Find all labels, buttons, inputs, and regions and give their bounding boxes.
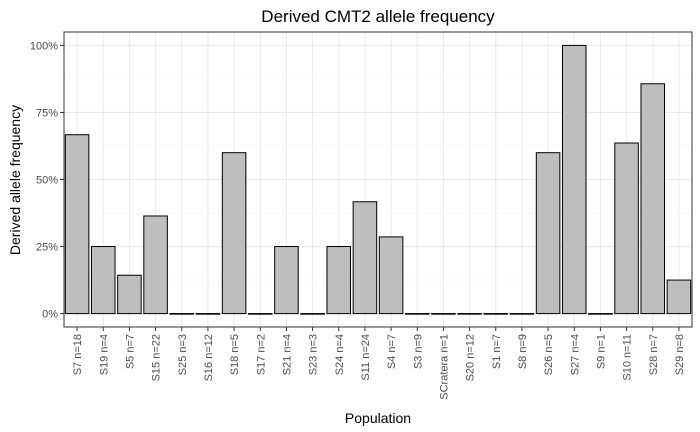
bar: [169, 313, 195, 315]
x-tick-label: S1 n=7: [491, 334, 503, 369]
x-tick-label: S17 n=2: [255, 334, 267, 375]
x-tick-label: S10 n=11: [622, 334, 634, 381]
y-tick-label: 100%: [30, 40, 58, 52]
x-tick-label: S9 n=1: [595, 334, 607, 369]
x-tick-label: S3 n=9: [412, 334, 424, 369]
bar: [274, 246, 299, 315]
y-tick-label: 25%: [36, 242, 58, 254]
bar: [143, 215, 168, 315]
y-tick-label: 75%: [36, 107, 58, 119]
bar: [221, 152, 247, 315]
bar: [90, 246, 116, 315]
panel-border: [63, 31, 693, 328]
y-axis: 0% 25% 50% 75% 100%: [30, 40, 64, 321]
bar: [535, 152, 561, 315]
x-tick-label: S28 n=7: [648, 334, 660, 375]
bar: [561, 44, 587, 315]
bar: [326, 246, 352, 315]
x-tick-label: S29 n=8: [674, 334, 686, 375]
bar: [509, 313, 535, 315]
x-tick-label: S23 n=3: [308, 334, 320, 375]
bar: [117, 274, 142, 315]
x-tick-label: S19 n=4: [98, 334, 110, 375]
bar: [64, 134, 90, 315]
bar: [666, 279, 692, 315]
bar: [195, 313, 221, 315]
x-tick-label: S8 n=9: [517, 334, 529, 369]
x-tick-label: S15 n=22: [151, 334, 163, 381]
x-tick-label: S25 n=3: [177, 334, 189, 375]
bar: [457, 313, 482, 315]
x-axis-title: Population: [345, 410, 411, 426]
bar: [247, 313, 273, 315]
y-axis-title: Derived allele frequency: [7, 105, 23, 255]
bar: [588, 313, 613, 315]
y-tick-label: 0%: [42, 309, 58, 321]
x-axis: S7 n=18 S19 n=4 S5 n=7 S15 n=22 S25 n=3 S16 n…: [72, 327, 686, 400]
bar: [640, 83, 666, 315]
bar: [431, 313, 456, 315]
bar: [404, 313, 430, 315]
x-tick-label: S24 n=4: [334, 334, 346, 375]
x-tick-label: S7 n=18: [72, 334, 84, 375]
x-tick-label: S21 n=4: [281, 334, 293, 375]
bars: [64, 44, 692, 315]
x-tick-label: S11 n=24: [360, 334, 372, 381]
chart-title: Derived CMT2 allele frequency: [261, 7, 495, 26]
x-tick-label: S26 n=5: [543, 334, 555, 375]
bar: [300, 313, 325, 315]
bar: [483, 313, 509, 315]
x-tick-label: S20 n=12: [465, 334, 477, 381]
x-tick-label: S16 n=12: [203, 334, 215, 381]
x-tick-label: S18 n=5: [229, 334, 241, 375]
bar: [614, 142, 639, 315]
bar: [352, 201, 378, 315]
x-tick-label: S5 n=7: [124, 334, 136, 369]
x-tick-label: SCratera n=1: [438, 334, 450, 400]
x-tick-label: S4 n=7: [386, 334, 398, 369]
bar: [378, 236, 404, 315]
y-tick-label: 50%: [36, 175, 58, 187]
x-tick-label: S27 n=4: [569, 334, 581, 375]
